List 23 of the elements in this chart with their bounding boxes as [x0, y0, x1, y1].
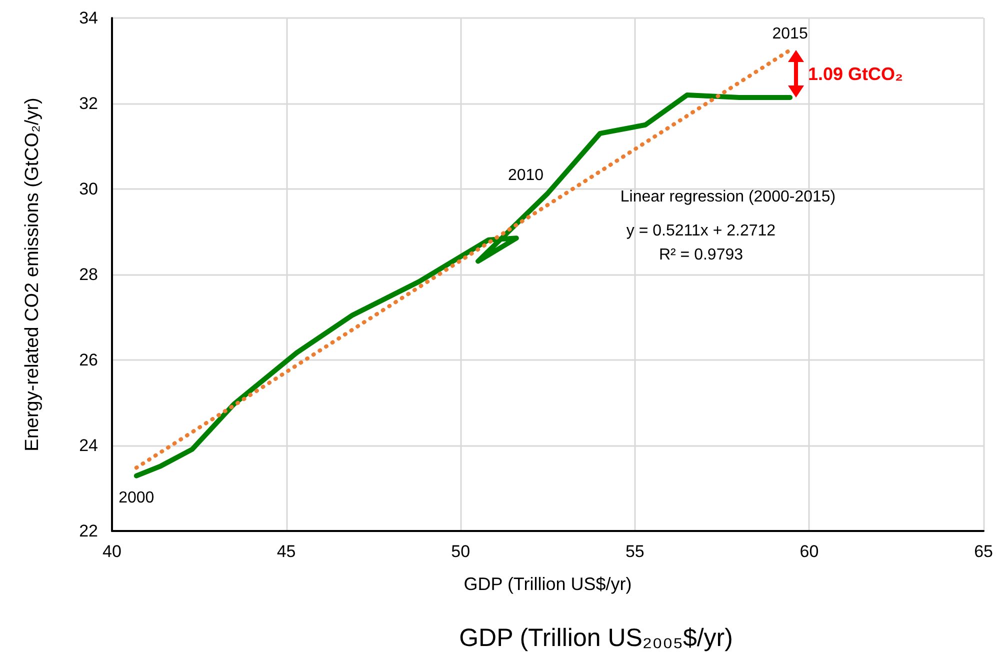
x-tick-label: 40 — [102, 542, 122, 561]
x-tick-label: 60 — [800, 542, 819, 561]
x-tick-label: 50 — [451, 542, 470, 561]
y-tick-label: 22 — [79, 522, 98, 540]
annotation: Linear regression (2000-2015) — [620, 188, 836, 206]
annotation: R² = 0.9793 — [658, 246, 744, 264]
annotation: 2010 — [508, 166, 544, 184]
y-tick-label: 34 — [79, 8, 98, 28]
annotation: 2015 — [772, 26, 808, 43]
y-tick-label: 26 — [79, 350, 98, 370]
annotation: 2000 — [118, 489, 154, 506]
y-tick-label: 24 — [79, 436, 98, 455]
y-tick-label: 30 — [79, 180, 98, 198]
annotation: y = 0.5211x + 2.2712 — [626, 222, 776, 240]
x-tick-label: 65 — [974, 542, 994, 561]
y-axis-title: Energy-related CO2 emissions (GtCO₂/yr) — [22, 98, 43, 452]
x-tick-label: 45 — [276, 542, 296, 561]
text: GDP (Trillion US₂₀₀₅$/yr) — [459, 624, 733, 652]
y-tick-label: 28 — [79, 265, 98, 284]
y-tick-label: 32 — [79, 94, 98, 113]
x-tick-label: 55 — [625, 542, 644, 561]
annotation: 1.09 GtCO₂ — [808, 64, 904, 84]
x-axis-title: GDP (Trillion US$/yr) — [464, 574, 632, 594]
